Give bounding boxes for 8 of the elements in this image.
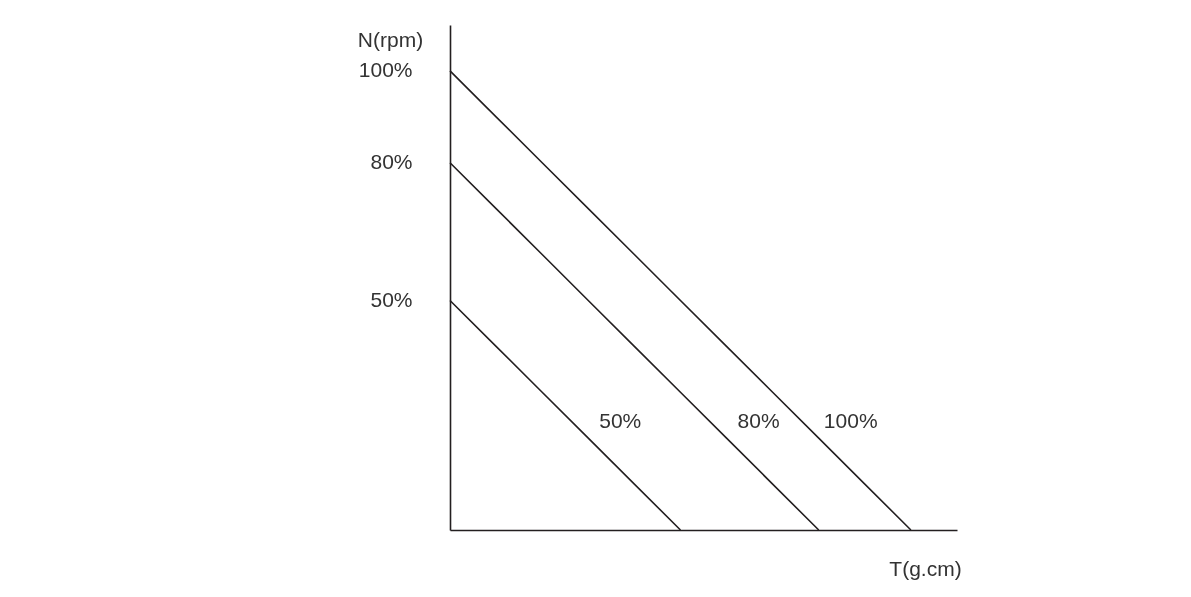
y-tick-label: 50% [370,287,413,311]
y-tick-label: 100% [358,58,413,82]
y-tick-label: 80% [370,150,413,174]
series-label: 100% [823,409,878,433]
y-axis-title: N(rpm) [357,27,424,51]
series-label: 80% [737,409,780,433]
series-label: 50% [599,409,642,433]
x-axis-title: T(g.cm) [889,556,962,580]
